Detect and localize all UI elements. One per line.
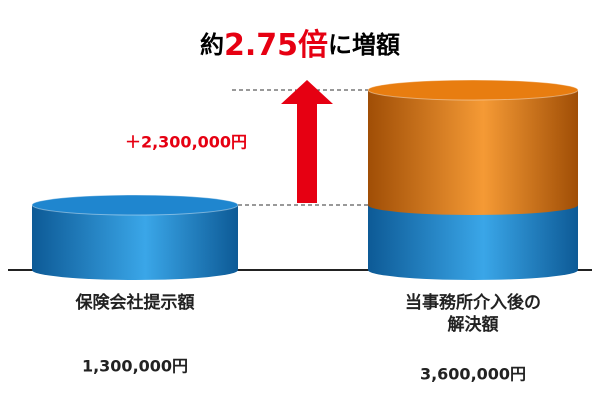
category-label: 保険会社提示額	[75, 293, 195, 313]
chart-title: 約2.75倍に増額	[200, 28, 400, 63]
cylinder-segment	[368, 90, 578, 215]
cylinder-top	[31, 194, 239, 216]
increase-arrow	[281, 80, 333, 203]
title-part: 約	[200, 31, 224, 59]
total-label: 3,600,000円	[420, 365, 526, 384]
cylinder-segment	[32, 205, 238, 280]
title-part: 2.75倍	[224, 28, 328, 63]
cylinder-segment	[368, 205, 578, 280]
title-part: に増額	[328, 31, 400, 59]
increase-label: ＋2,300,000円	[125, 133, 247, 152]
cylinder-top	[367, 79, 579, 101]
category-label: 当事務所介入後の解決額	[405, 293, 541, 335]
total-label: 1,300,000円	[82, 357, 188, 376]
